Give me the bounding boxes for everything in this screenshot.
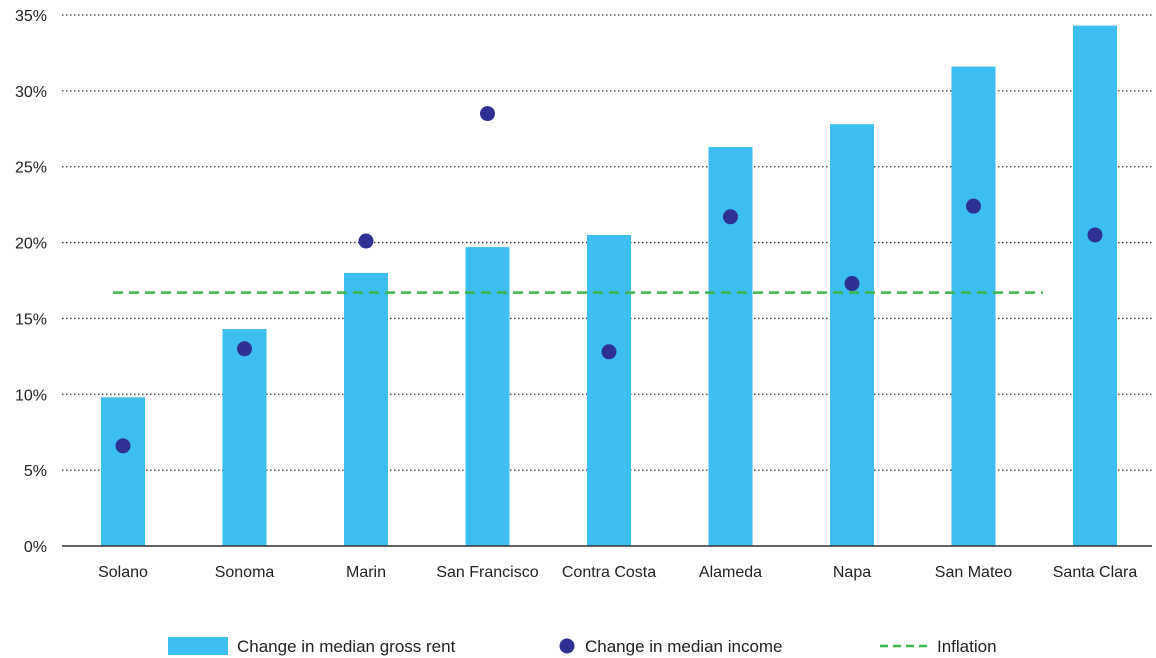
- rent-bar: [344, 272, 388, 546]
- x-category-label: Marin: [346, 564, 386, 581]
- x-category-label: Alameda: [699, 564, 762, 581]
- income-point: [480, 106, 495, 122]
- x-category-label: Santa Clara: [1053, 564, 1138, 581]
- income-point: [723, 209, 738, 225]
- x-category-label: San Francisco: [436, 564, 538, 581]
- rent-bar: [830, 124, 874, 546]
- rent-bar: [222, 329, 267, 546]
- y-tick-label: 25%: [15, 160, 47, 177]
- y-tick-label: 35%: [15, 8, 47, 25]
- legend-label-inflation: Inflation: [937, 637, 997, 656]
- y-tick-label: 15%: [15, 311, 47, 328]
- income-point: [115, 438, 131, 454]
- legend-label-income: Change in median income: [585, 637, 783, 656]
- y-tick-label: 30%: [15, 84, 47, 101]
- rent-bar: [1073, 25, 1117, 547]
- legend-bar-swatch: [168, 637, 228, 655]
- income-point: [844, 276, 860, 292]
- x-category-label: San Mateo: [935, 564, 1012, 581]
- legend-point-swatch: [559, 638, 575, 654]
- legend: Change in median gross rent Change in med…: [168, 637, 997, 656]
- income-point: [601, 344, 617, 360]
- x-category-label: Contra Costa: [562, 564, 656, 581]
- y-tick-label: 0%: [24, 539, 47, 556]
- y-tick-label: 20%: [15, 236, 47, 253]
- rent-bar: [465, 247, 510, 546]
- income-point: [237, 341, 252, 357]
- y-tick-label: 5%: [24, 463, 47, 480]
- x-category-label: Sonoma: [215, 564, 275, 581]
- rent-bar: [101, 397, 145, 546]
- x-axis-category-labels: Solano Sonoma Marin San Francisco Contra Cos…: [98, 564, 1137, 581]
- income-point: [358, 233, 374, 249]
- rent-bar: [951, 66, 996, 546]
- bars: [101, 25, 1117, 547]
- income-point: [1087, 227, 1103, 243]
- x-category-label: Napa: [833, 564, 871, 581]
- x-category-label: Solano: [98, 564, 148, 581]
- legend-label-rent: Change in median gross rent: [237, 637, 456, 656]
- rent-bar: [708, 146, 753, 546]
- income-points: [115, 106, 1103, 454]
- income-point: [966, 198, 981, 214]
- rent-bar: [587, 234, 631, 546]
- y-tick-label: 10%: [15, 387, 47, 404]
- y-axis-tick-labels: 0% 5% 10% 15% 20% 25% 30% 35%: [15, 8, 47, 556]
